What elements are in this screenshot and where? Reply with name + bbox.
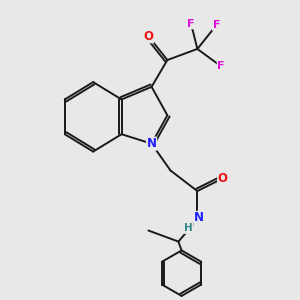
Text: F: F [213, 20, 220, 30]
Text: N: N [194, 212, 204, 224]
Text: H: H [184, 223, 193, 233]
Text: O: O [218, 172, 228, 185]
Text: O: O [143, 30, 153, 43]
Text: F: F [217, 61, 225, 71]
Text: N: N [147, 137, 157, 150]
Text: F: F [187, 19, 195, 29]
